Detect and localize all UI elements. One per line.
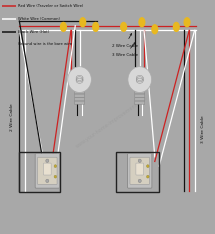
Polygon shape [81, 24, 84, 27]
Ellipse shape [93, 22, 98, 31]
FancyBboxPatch shape [75, 91, 84, 94]
Text: Ground wire is the bare wire: Ground wire is the bare wire [18, 42, 72, 47]
Polygon shape [94, 29, 97, 31]
FancyBboxPatch shape [35, 154, 59, 188]
Ellipse shape [152, 25, 158, 34]
Ellipse shape [80, 18, 86, 27]
FancyBboxPatch shape [135, 98, 145, 101]
FancyBboxPatch shape [135, 101, 145, 104]
FancyBboxPatch shape [128, 154, 152, 188]
Text: 3 Wire Cable: 3 Wire Cable [112, 43, 138, 57]
FancyBboxPatch shape [75, 94, 84, 97]
Ellipse shape [184, 18, 190, 27]
Text: 2 Wire Cable: 2 Wire Cable [10, 103, 14, 131]
Ellipse shape [174, 22, 179, 31]
FancyBboxPatch shape [75, 98, 84, 101]
Circle shape [46, 179, 49, 183]
Polygon shape [153, 31, 156, 34]
Circle shape [54, 175, 57, 178]
FancyBboxPatch shape [37, 157, 57, 184]
Circle shape [46, 159, 49, 162]
Ellipse shape [61, 22, 66, 31]
Text: 2 Wire Cable: 2 Wire Cable [112, 33, 138, 48]
Text: Black Wire (Hot): Black Wire (Hot) [18, 29, 49, 34]
Polygon shape [62, 29, 65, 31]
Polygon shape [122, 29, 125, 31]
FancyBboxPatch shape [130, 157, 150, 184]
Polygon shape [140, 24, 143, 27]
FancyBboxPatch shape [136, 163, 144, 175]
FancyBboxPatch shape [43, 163, 51, 175]
FancyBboxPatch shape [135, 94, 145, 97]
Ellipse shape [139, 18, 145, 27]
Circle shape [147, 175, 149, 178]
FancyBboxPatch shape [75, 101, 84, 104]
Circle shape [128, 67, 152, 92]
Ellipse shape [121, 22, 126, 31]
Polygon shape [175, 29, 178, 31]
Circle shape [54, 165, 57, 168]
Circle shape [147, 165, 149, 168]
Text: Red Wire (Traveler or Switch Wire): Red Wire (Traveler or Switch Wire) [18, 4, 83, 8]
FancyBboxPatch shape [135, 91, 145, 94]
Circle shape [138, 159, 141, 162]
Text: White Wire (Common): White Wire (Common) [18, 17, 60, 21]
Text: 3 Wire Cable: 3 Wire Cable [201, 115, 205, 143]
Text: www.your-home-improvement.com: www.your-home-improvement.com [75, 95, 149, 149]
Circle shape [68, 67, 91, 92]
Polygon shape [186, 24, 189, 27]
Circle shape [138, 179, 141, 183]
